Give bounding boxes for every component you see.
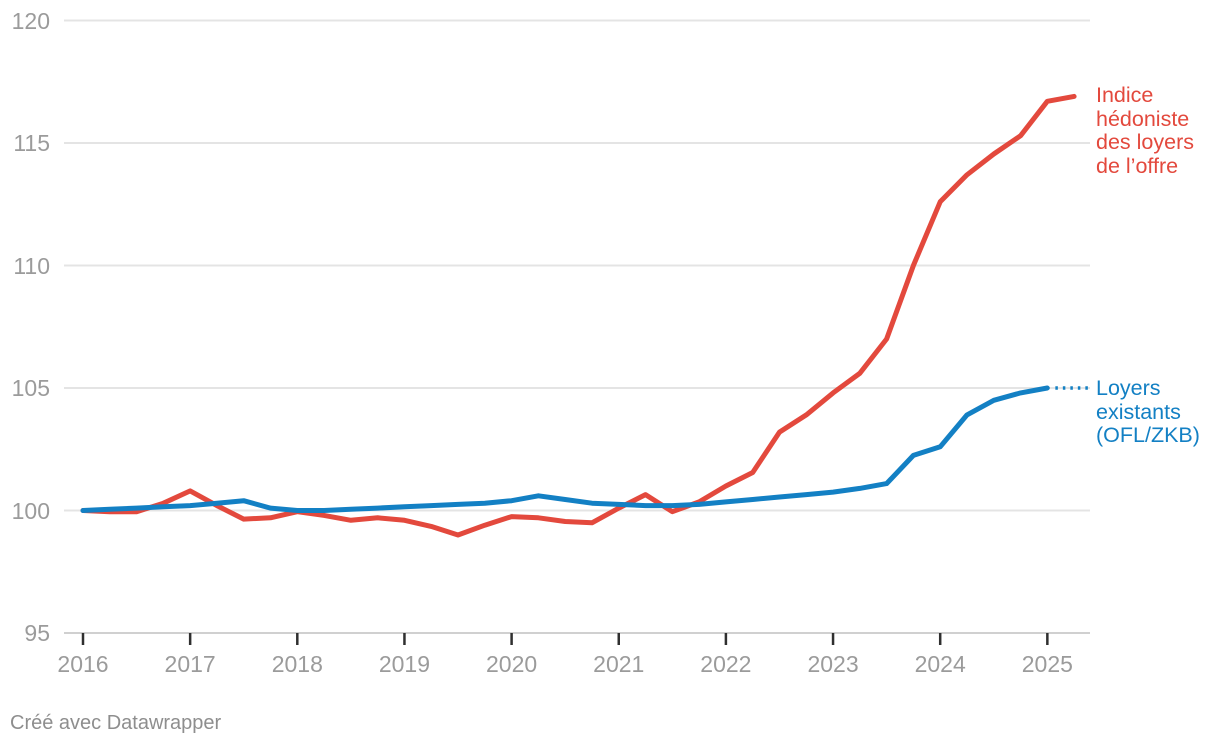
series-label-offre: Indice hédoniste des loyers de l’offre xyxy=(1096,83,1194,178)
series-line-offre xyxy=(80,93,1077,538)
x-axis-label: 2020 xyxy=(486,651,538,677)
x-axis-label: 2019 xyxy=(378,651,431,677)
series-line-existants xyxy=(80,385,1050,513)
footer-credit: Créé avec Datawrapper xyxy=(10,712,222,734)
y-axis-label: 100 xyxy=(11,497,50,524)
series-label-existants: Loyers existants (OFL/ZKB) xyxy=(1096,376,1200,447)
x-axis-label: 2018 xyxy=(271,651,323,677)
y-axis-label: 110 xyxy=(13,252,50,279)
x-axis-label: 2022 xyxy=(700,651,752,677)
x-axis-label: 2025 xyxy=(1021,651,1073,677)
y-axis-label: 105 xyxy=(11,375,50,401)
y-axis-label: 120 xyxy=(11,7,50,34)
x-axis-label: 2023 xyxy=(807,651,859,677)
x-axis-label: 2016 xyxy=(57,651,109,677)
x-axis-label: 2021 xyxy=(593,651,645,677)
x-axis-label: 2024 xyxy=(914,651,966,677)
x-axis-label: 2017 xyxy=(164,651,216,677)
y-axis-label: 95 xyxy=(24,620,50,646)
y-axis-label: 115 xyxy=(13,130,50,156)
